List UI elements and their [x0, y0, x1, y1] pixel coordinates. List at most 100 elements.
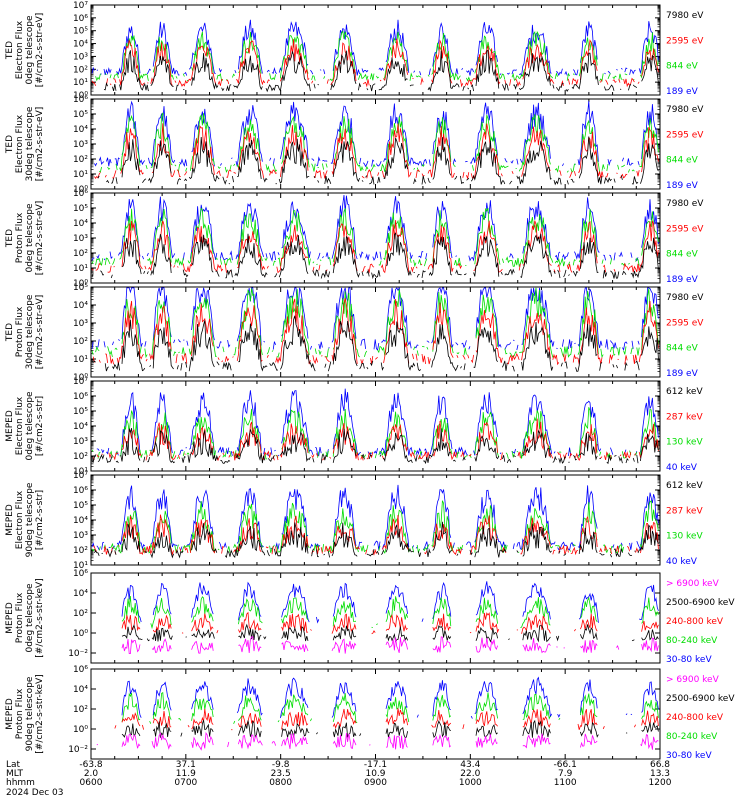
y-tick-label: 10⁻² [68, 649, 88, 659]
series-line [95, 30, 659, 82]
series-line [121, 719, 659, 739]
y-tick-label: 10³ [73, 52, 88, 62]
y-axis-label: TEDProton Flux0deg telescope[#/cm2-s-str… [5, 201, 45, 276]
legend-entry: 189 eV [666, 275, 699, 285]
y-axis-label-line: [#/cm2-s-str-keV] [35, 578, 45, 657]
y-tick-label: 10² [73, 155, 88, 165]
series-line [91, 407, 659, 461]
y-tick-label: 10¹ [73, 561, 88, 571]
series-line [121, 623, 659, 643]
y-tick-label: 10⁴ [73, 301, 88, 311]
series-line [91, 286, 659, 352]
y-tick-label: 10¹ [73, 264, 88, 274]
y-tick-label: 10⁶ [73, 95, 88, 105]
y-tick-label: 10¹ [73, 467, 88, 477]
panel-traces [91, 388, 659, 465]
legend-entry: 612 keV [666, 387, 703, 397]
legend-entry: 2595 eV [666, 318, 704, 328]
y-tick-label: 10⁰ [73, 373, 88, 383]
y-axis-label-line: TED [5, 323, 15, 342]
y-axis-label: MEPEDProton Flux0deg telescope[#/cm2-s-s… [5, 578, 45, 657]
y-tick-label: 10⁶ [73, 14, 88, 24]
y-tick-label: 10⁶ [73, 189, 88, 199]
legend-entry: 844 eV [666, 62, 699, 72]
time-axis-value: -63.8 [79, 760, 103, 770]
series-line [91, 19, 659, 77]
series-line [98, 112, 659, 174]
y-axis-label: TEDElectron Flux30deg telescope[#/cm2-s-… [5, 106, 45, 181]
panel-traces [91, 286, 659, 372]
panel-frame [90, 286, 661, 378]
series-line [121, 581, 659, 624]
y-tick-label: 10⁴ [73, 516, 88, 526]
panel-7: 10⁻² 10⁰ 10² 10⁴ 10⁶ MEPEDProton Flux0deg tel… [5, 569, 735, 665]
y-tick-label: 10¹ [73, 78, 88, 88]
time-axis-value: -9.8 [272, 760, 290, 770]
y-tick-label: 10⁰ [73, 185, 88, 195]
time-axis-row-label: hhmm [6, 778, 35, 788]
y-tick-label: 10³ [73, 437, 88, 447]
y-tick-label: 10¹ [73, 355, 88, 365]
panel-traces [91, 19, 659, 93]
legend-entry: 844 eV [666, 156, 699, 166]
y-tick-label: 10⁴ [73, 422, 88, 432]
panel-frame [90, 4, 661, 96]
y-axis-label-line: MEPED [5, 410, 15, 442]
y-axis-label-line: [#/cm2-s-str-eV] [35, 13, 45, 88]
panel-4: 10⁰ 10¹ 10² 10³ 10⁴ 10⁵ TEDProton Flux30deg te… [5, 283, 704, 383]
panel-3: 10⁰ 10¹ 10² 10³ 10⁴ 10⁵ 10⁶ TEDProton Flux0deg … [5, 189, 704, 289]
y-tick-label: 10⁶ [73, 665, 88, 675]
legend-entry: 189 eV [666, 87, 699, 97]
y-tick-label: 10⁵ [73, 110, 88, 120]
y-tick-label: 10⁵ [73, 27, 88, 37]
legend-entry: 287 keV [666, 412, 703, 422]
y-axis-label-line: Electron Flux [15, 20, 25, 79]
y-tick-label: 10⁵ [73, 204, 88, 214]
series-line [96, 731, 659, 751]
panel-6: 10¹ 10² 10³ 10⁴ 10⁵ 10⁶ 10⁷ MEPEDElectron Flux9… [5, 471, 703, 571]
y-axis-label-line: [#/cm2-s-str-eV] [35, 201, 45, 276]
y-axis-label-line: 0deg telescope [25, 15, 35, 85]
legend-entry: > 6900 keV [666, 579, 720, 589]
panel-2: 10⁰ 10¹ 10² 10³ 10⁴ 10⁵ 10⁶ TEDElectron Flux30d… [5, 95, 704, 195]
y-axis-label: TEDProton Flux30deg telescope[#/cm2-s-st… [5, 294, 45, 369]
time-axis-row-label: Lat [6, 760, 21, 770]
series-line [97, 136, 659, 186]
panel-8: 10⁻² 10⁰ 10² 10⁴ 10⁶ MEPEDProton Flux90deg te… [5, 665, 735, 761]
time-axis-value: 10.9 [365, 769, 385, 779]
legend-entry: 189 eV [666, 181, 699, 191]
y-axis-label-line: Electron Flux [15, 114, 25, 173]
legend-entry: 7980 eV [666, 11, 704, 21]
y-axis-label-line: 30deg telescope [25, 294, 35, 369]
time-axis-value: 13.3 [650, 769, 670, 779]
time-axis-value: 7.9 [558, 769, 573, 779]
time-axis-value: -66.1 [554, 760, 577, 770]
y-tick-label: 10² [73, 452, 88, 462]
legend-entry: 287 keV [666, 506, 703, 516]
panel-frame [90, 668, 661, 760]
time-axis-value: 1200 [649, 778, 672, 788]
y-axis-label-line: 0deg telescope [25, 583, 35, 653]
time-axis-value: 0700 [174, 778, 197, 788]
y-axis-label-line: [#/cm2-s-str-eV] [35, 107, 45, 182]
time-axis-value: 22.0 [460, 769, 480, 779]
y-tick-label: 10⁶ [73, 486, 88, 496]
date-label: 2024 Dec 03 [6, 788, 64, 798]
y-tick-label: 10⁴ [73, 219, 88, 229]
series-line [92, 418, 659, 462]
y-axis-label-line: [#/cm2-s-str-eV] [35, 295, 45, 370]
y-tick-label: 10⁷ [73, 1, 88, 11]
time-axis-value: 11.9 [176, 769, 196, 779]
legend-entry: 240-800 keV [666, 617, 724, 627]
series-line [91, 500, 659, 554]
series-line [91, 195, 659, 262]
series-line [91, 315, 659, 372]
y-tick-label: 10² [73, 705, 88, 715]
y-axis-label-line: TED [5, 229, 15, 248]
y-tick-label: 10³ [73, 140, 88, 150]
panel-frame [90, 192, 661, 284]
y-tick-label: 10² [73, 249, 88, 259]
legend-entry: 2595 eV [666, 36, 704, 46]
y-axis-label-line: 0deg telescope [25, 391, 35, 461]
panel-5: 10¹ 10² 10³ 10⁴ 10⁵ 10⁶ 10⁷ MEPEDElectron Flux0… [5, 377, 703, 477]
